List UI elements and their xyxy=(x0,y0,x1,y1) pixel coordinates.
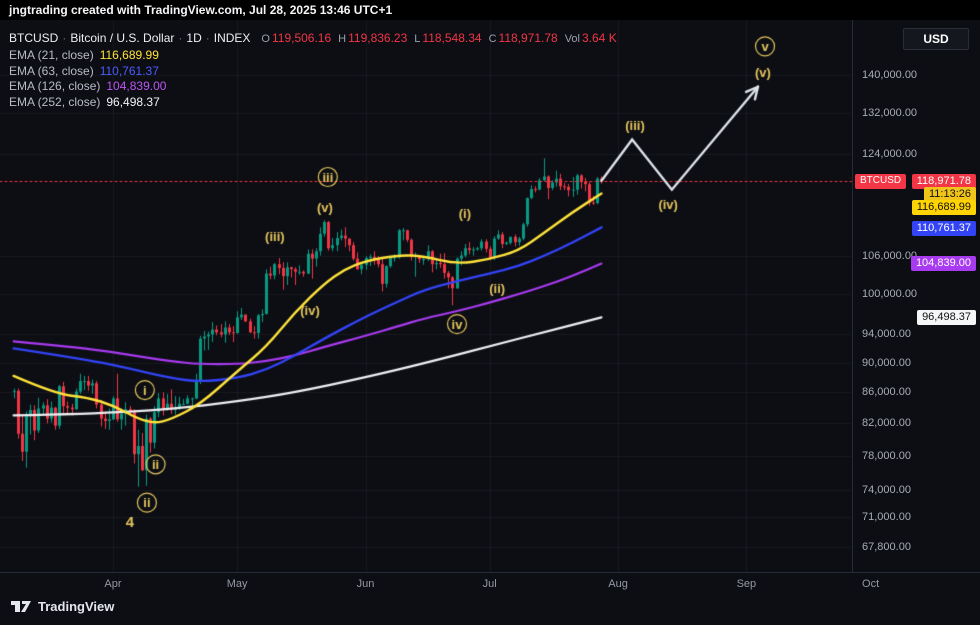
separator: · xyxy=(178,31,183,45)
window-titlebar: jngtrading created with TradingView.com,… xyxy=(0,0,980,20)
ohlc-key: C xyxy=(488,33,497,45)
indicator-legend-row[interactable]: EMA (63, close) 110,761.37 xyxy=(9,64,166,80)
indicator-legend-row[interactable]: EMA (21, close) 116,689.99 xyxy=(9,48,166,64)
symbol-description: Bitcoin / U.S. Dollar xyxy=(70,31,175,45)
tradingview-logo-text: TradingView xyxy=(38,599,115,614)
indicator-label: EMA (63, close) xyxy=(9,63,94,78)
price-scale-tick: 82,000.00 xyxy=(862,417,911,430)
price-scale-tick: 106,000.00 xyxy=(862,250,918,263)
currency-toggle-button[interactable]: USD xyxy=(903,28,969,50)
ema-21-price-badge: 116,689.99 xyxy=(911,199,976,215)
indicator-label: EMA (252, close) xyxy=(9,94,101,109)
indicator-legend-row[interactable]: EMA (252, close) 96,498.37 xyxy=(9,95,166,111)
price-scale-tick: 132,000.00 xyxy=(862,107,918,120)
price-scale-tick: 71,000.00 xyxy=(862,511,911,524)
indicator-label: EMA (126, close) xyxy=(9,79,101,93)
time-axis-label: Aug xyxy=(608,578,628,590)
time-axis-label: Jul xyxy=(482,578,497,590)
indicator-legend: EMA (21, close) 116,689.99 EMA (63, close)… xyxy=(9,48,166,110)
tradingview-watermark[interactable]: TradingView xyxy=(10,599,114,614)
indicator-legend-row[interactable]: EMA (126, close) 104,839.00 xyxy=(9,79,166,95)
price-scale-tick: 90,000.00 xyxy=(862,356,911,369)
symbol-name[interactable]: BTCUSD xyxy=(9,31,59,45)
indicator-label: EMA (21, close) xyxy=(9,48,94,62)
title-text: jngtrading created with TradingView.com,… xyxy=(9,3,393,17)
ohlc-value: 118,548.34 xyxy=(422,31,482,45)
bar-countdown-badge: 11:13:26 xyxy=(923,186,976,202)
separator: · xyxy=(62,31,67,45)
time-axis[interactable]: Apr May Jun Jul Aug Sep Oct xyxy=(0,572,980,597)
exchange-label: INDEX xyxy=(213,31,251,45)
symbol-label-badge: BTCUSD xyxy=(855,173,907,189)
price-scale-tick: 67,800.00 xyxy=(862,541,911,554)
ohlc-value: 3.64 K xyxy=(582,31,617,45)
price-scale-tick: 124,000.00 xyxy=(862,148,918,161)
ema-252-price-badge: 96,498.37 xyxy=(917,310,976,326)
ohlc-key: L xyxy=(414,33,421,45)
ohlc-key: Vol xyxy=(564,33,580,45)
ema-126-price-badge: 104,839.00 xyxy=(910,256,976,272)
price-scale-tick: 74,000.00 xyxy=(862,484,911,497)
last-price-badge: 118,971.78 xyxy=(911,173,976,189)
ohlc-value: 118,971.78 xyxy=(498,31,558,45)
indicator-value: 104,839.00 xyxy=(106,79,167,93)
tradingview-logo-icon xyxy=(11,601,31,612)
price-scale[interactable]: 140,000.00 132,000.00 124,000.00 106,000.00… xyxy=(852,20,980,572)
price-scale-tick: 100,000.00 xyxy=(862,288,918,301)
time-axis-label: Oct xyxy=(862,578,880,590)
indicator-value: 116,689.99 xyxy=(99,48,159,62)
separator: · xyxy=(205,31,210,45)
ema-63-price-badge: 110,761.37 xyxy=(911,220,976,236)
ohlc-value: 119,836.23 xyxy=(348,31,408,45)
ohlc-key: H xyxy=(338,33,347,45)
interval-label[interactable]: 1D xyxy=(186,31,202,45)
price-scale-tick: 78,000.00 xyxy=(862,449,911,462)
price-scale-tick: 140,000.00 xyxy=(862,69,918,81)
time-axis-label: Sep xyxy=(736,578,757,590)
ohlc-value: 119,506.16 xyxy=(271,31,332,45)
time-axis-label: May xyxy=(226,578,248,590)
ohlc-values: O 119,506.16 H 119,836.23 L 118,548.34 C 118,97… xyxy=(254,31,616,45)
price-scale-tick: 86,000.00 xyxy=(862,386,911,399)
price-scale-tick: 94,000.00 xyxy=(862,328,911,341)
indicator-value: 96,498.37 xyxy=(106,94,160,109)
ohlc-key: O xyxy=(261,33,270,45)
time-axis-label: Apr xyxy=(104,578,122,590)
time-axis-label: Jun xyxy=(356,578,375,590)
symbol-info-bar: BTCUSD · Bitcoin / U.S. Dollar · 1D · IN… xyxy=(9,31,617,45)
indicator-value: 110,761.37 xyxy=(99,63,159,78)
